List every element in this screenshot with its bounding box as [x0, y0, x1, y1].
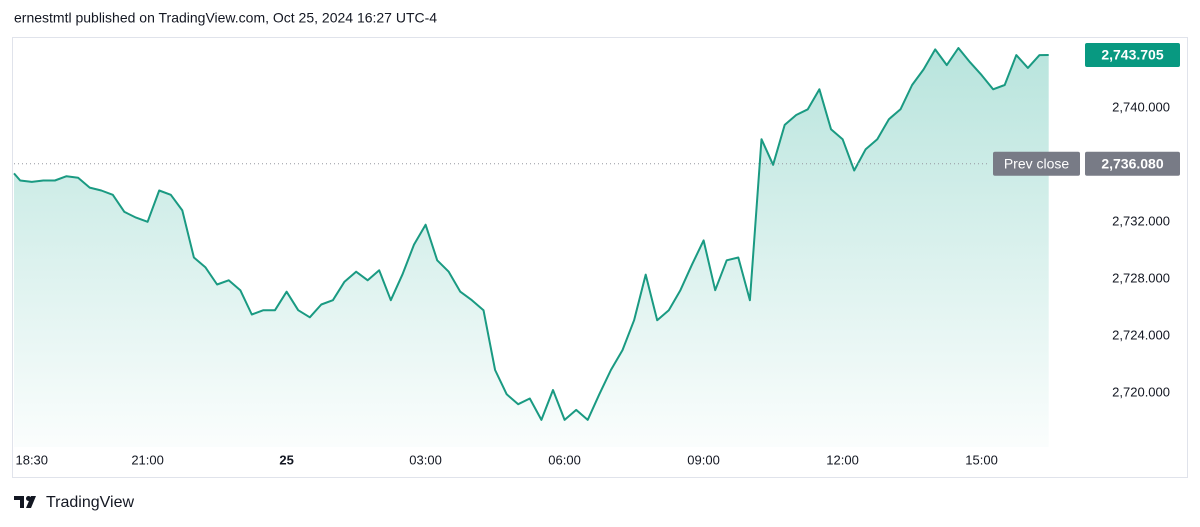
x-tick-label: 12:00 [826, 452, 859, 467]
y-tick-label: 2,740.000 [1112, 99, 1170, 114]
x-tick-label: 06:00 [548, 452, 581, 467]
y-tick-label: 2,720.000 [1112, 384, 1170, 399]
y-tick-label: 2,732.000 [1112, 213, 1170, 228]
x-tick-label: 25 [279, 452, 293, 467]
x-tick-label: 21:00 [131, 452, 164, 467]
area-fill [14, 48, 1049, 447]
prev-close-value-box [1085, 151, 1180, 176]
x-tick-label: 09:00 [687, 452, 720, 467]
logo [14, 496, 36, 508]
x-tick-label: 03:00 [409, 452, 442, 467]
prev-close-name-box [993, 151, 1080, 176]
header: ernestmtl published on TradingView.com, … [14, 10, 437, 26]
plot: 2,720.000 2,724.000 2,728.000 2,732.000 2,74… [13, 43, 1180, 467]
y-tick-label: 2,728.000 [1112, 270, 1170, 285]
chart-frame [12, 37, 1188, 478]
last-price-box [1085, 43, 1180, 68]
price-line [13, 47, 1049, 421]
x-tick-label: 15:00 [965, 452, 998, 467]
last-price-label: 2,743.705 [1101, 47, 1163, 63]
prev-close-value: 2,736.080 [1101, 155, 1163, 171]
footer-brand: TradingView [46, 494, 134, 511]
y-tick-label: 2,724.000 [1112, 327, 1170, 342]
x-tick-label: 18:30 [15, 452, 48, 467]
prev-close-name: Prev close [1004, 155, 1070, 171]
